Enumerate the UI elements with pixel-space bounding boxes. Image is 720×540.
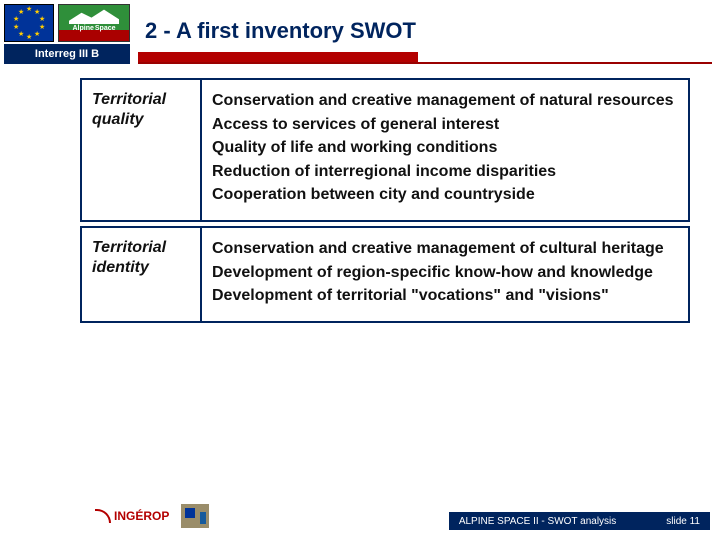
footer-text-right: slide 11 [666, 516, 700, 527]
header: ★ ★ ★ ★ ★ ★ ★ ★ ★ ★ AlpineSpace Interreg… [0, 0, 720, 68]
eu-stars-icon: ★ ★ ★ ★ ★ ★ ★ ★ ★ ★ [12, 6, 46, 40]
list-item: Reduction of interregional income dispar… [212, 161, 678, 183]
alpine-text-1: Alpine [72, 25, 93, 32]
list-item: Conservation and creative management of … [212, 90, 678, 112]
partner-logo-icon [181, 504, 209, 528]
eu-flag-icon: ★ ★ ★ ★ ★ ★ ★ ★ ★ ★ [4, 4, 54, 42]
ingerop-logo: INGÉROP [95, 509, 169, 523]
table-row: Territorial identity Conservation and cr… [81, 227, 689, 322]
list-item: Cooperation between city and countryside [212, 184, 678, 206]
ingerop-swoosh-icon [95, 509, 111, 523]
row-label: Territorial identity [81, 227, 201, 322]
row-label: Territorial quality [81, 79, 201, 221]
alpine-text-2: Space [95, 25, 116, 32]
alpine-space-logo: AlpineSpace [58, 4, 130, 42]
row-body: Conservation and creative management of … [201, 79, 689, 221]
title-red-bar [138, 52, 418, 62]
list-item: Development of region-specific know-how … [212, 262, 678, 284]
title-rule [138, 62, 712, 64]
ingerop-text: INGÉROP [114, 509, 169, 523]
table-row: Territorial quality Conservation and cre… [81, 79, 689, 221]
slide: ★ ★ ★ ★ ★ ★ ★ ★ ★ ★ AlpineSpace Interreg… [0, 0, 720, 540]
list-item: Development of territorial "vocations" a… [212, 285, 678, 307]
row-body: Conservation and creative management of … [201, 227, 689, 322]
footer: INGÉROP ALPINE SPACE II - SWOT analysis … [0, 504, 720, 540]
footer-text-left: ALPINE SPACE II - SWOT analysis [459, 516, 616, 527]
footer-logos: INGÉROP [95, 504, 209, 528]
list-item: Quality of life and working conditions [212, 137, 678, 159]
page-title: 2 - A first inventory SWOT [145, 18, 416, 44]
interreg-label: Interreg III B [4, 44, 130, 64]
mountain-icon [69, 8, 119, 24]
logo-block: ★ ★ ★ ★ ★ ★ ★ ★ ★ ★ AlpineSpace Interreg… [0, 0, 135, 68]
swot-table: Territorial quality Conservation and cre… [80, 78, 690, 323]
footer-bar: ALPINE SPACE II - SWOT analysis slide 11 [449, 512, 710, 530]
list-item: Conservation and creative management of … [212, 238, 678, 260]
list-item: Access to services of general interest [212, 114, 678, 136]
content-area: Territorial quality Conservation and cre… [80, 78, 690, 323]
